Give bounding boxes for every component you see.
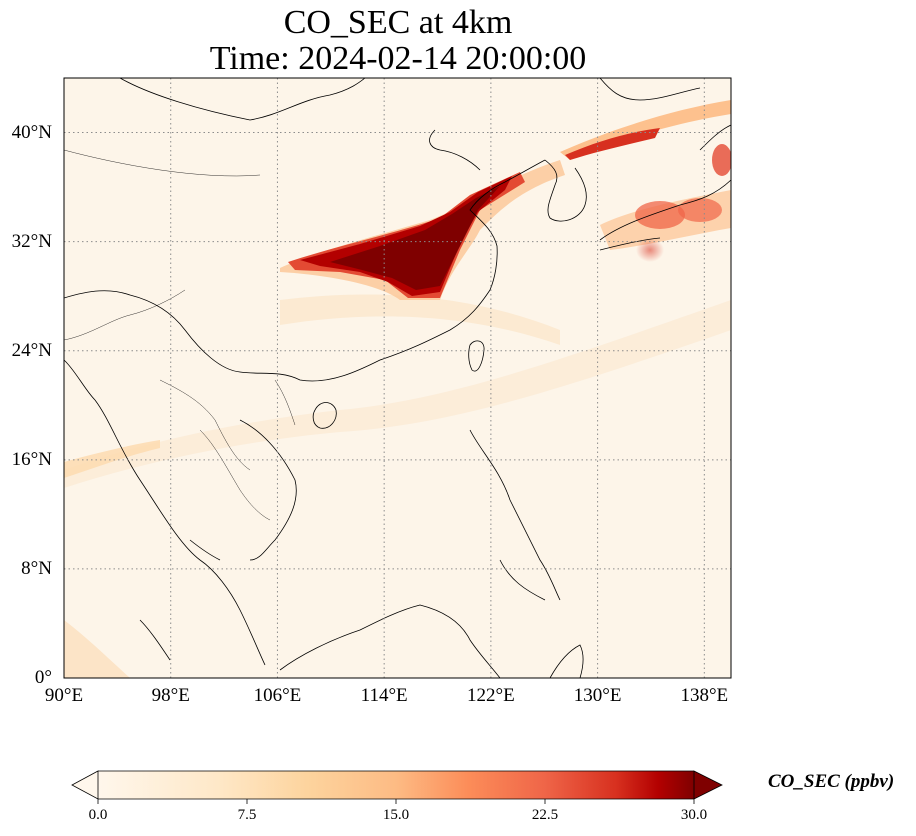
lon-tick-label: 114°E <box>360 685 408 706</box>
chart-title: CO_SEC at 4km <box>283 4 513 41</box>
lat-tick-label: 0° <box>34 667 52 688</box>
map-background <box>64 78 731 678</box>
lon-tick-label: 122°E <box>467 685 515 706</box>
colorbar-tick-label: 15.0 <box>382 807 410 823</box>
colorbar-tick-label: 22.5 <box>531 807 559 823</box>
lon-tick-label: 130°E <box>573 685 622 706</box>
country-borders <box>64 149 296 521</box>
colorbar-tick-label: 0.0 <box>88 807 108 823</box>
lat-tick-label: 40°N <box>11 121 52 143</box>
lon-tick-label: 138°E <box>680 685 729 706</box>
lon-tick-label: 90°E <box>44 685 84 706</box>
colorbar-label: CO_SEC (ppbv) <box>768 771 895 792</box>
lat-tick-label: 8°N <box>21 557 52 579</box>
colorbar-tick-label: 7.5 <box>237 807 257 823</box>
korea-japan-plume <box>560 100 731 262</box>
chart-subtitle-time: Time: 2024-02-14 20:00:00 <box>209 40 587 77</box>
indochina-band-plume <box>64 440 160 478</box>
lon-tick-label: 98°E <box>151 685 190 706</box>
lat-tick-label: 32°N <box>11 230 52 252</box>
background-band-southwest <box>64 620 130 678</box>
colorbar-gradient <box>98 771 694 799</box>
lat-tick-label: 24°N <box>11 339 52 361</box>
background-band-south <box>64 300 731 488</box>
colorbar <box>71 770 723 804</box>
lat-tick-label: 16°N <box>11 448 52 470</box>
map-frame <box>63 77 732 679</box>
coastlines <box>64 78 731 678</box>
hainan-island <box>312 402 337 429</box>
colorbar-tick-label: 30.0 <box>680 807 708 823</box>
taiwan-island <box>468 340 485 372</box>
gridlines <box>64 78 731 678</box>
colorbar-extend-min <box>71 770 99 800</box>
background-band-east <box>280 294 560 345</box>
colorbar-extend-max <box>693 770 723 800</box>
concentration-field <box>64 78 731 678</box>
lon-tick-label: 106°E <box>253 685 302 706</box>
central-china-plume <box>280 160 565 300</box>
